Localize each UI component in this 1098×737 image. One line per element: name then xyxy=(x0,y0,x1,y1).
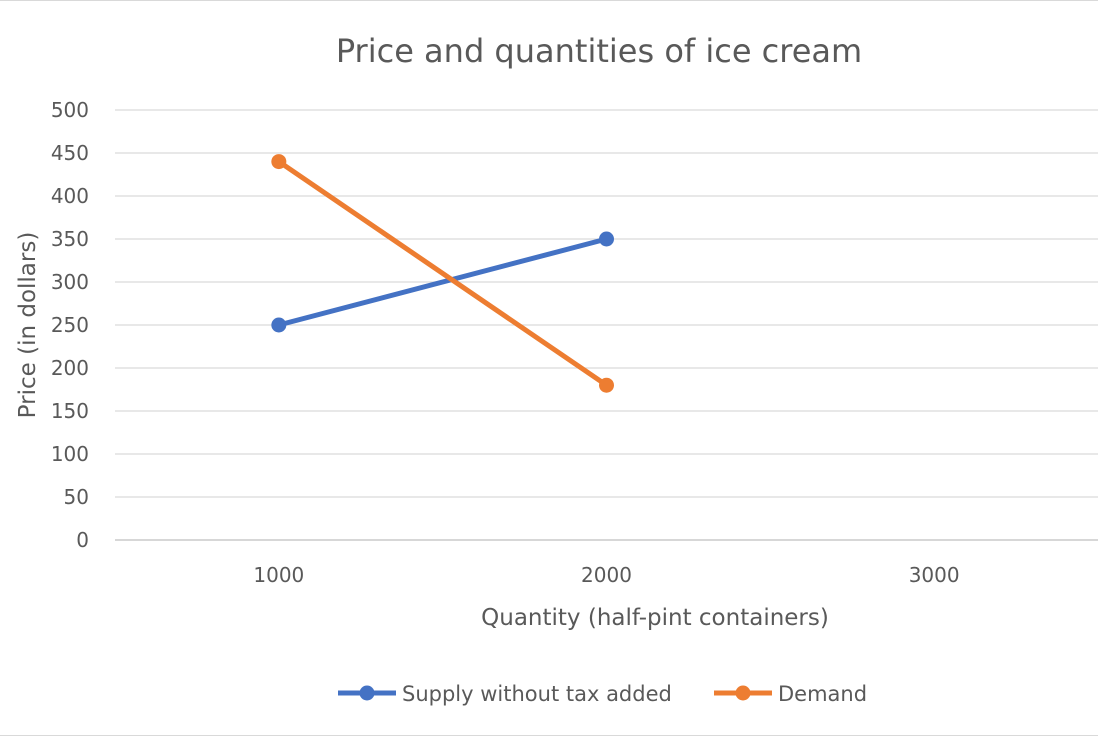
legend-item: Supply without tax added xyxy=(338,682,672,706)
series-line xyxy=(276,159,609,388)
x-tick-label: 3000 xyxy=(909,563,960,587)
data-point xyxy=(271,317,287,333)
legend-label: Supply without tax added xyxy=(402,682,672,706)
y-tick-label: 350 xyxy=(51,227,89,251)
legend-label: Demand xyxy=(778,682,867,706)
series-group xyxy=(271,231,614,333)
series-layer xyxy=(271,154,614,393)
series-group xyxy=(271,154,614,393)
legend-point-marker xyxy=(735,685,751,701)
y-tick-label: 450 xyxy=(51,141,89,165)
y-tick-label: 100 xyxy=(51,442,89,466)
y-tick-label: 300 xyxy=(51,270,89,294)
series-line xyxy=(276,236,609,328)
data-point xyxy=(271,154,287,170)
legend-item: Demand xyxy=(714,682,867,706)
legend: Supply without tax added Demand xyxy=(338,682,867,706)
x-tick-label: 2000 xyxy=(581,563,632,587)
y-tick-label: 50 xyxy=(64,485,89,509)
y-tick-label: 250 xyxy=(51,313,89,337)
y-tick-label: 400 xyxy=(51,184,89,208)
x-axis-tick-labels: 1000 2000 3000 xyxy=(253,563,959,587)
y-axis-tick-labels: 0 50 100 150 200 250 300 350 400 450 500 xyxy=(51,98,89,552)
x-axis-title: Quantity (half-pint containers) xyxy=(481,605,829,631)
y-axis-title: Price (in dollars) xyxy=(15,232,41,419)
chart-title: Price and quantities of ice cream xyxy=(336,32,862,70)
y-tick-label: 0 xyxy=(76,528,89,552)
legend-point-marker xyxy=(359,685,375,701)
grid-layer xyxy=(115,109,1098,541)
data-point xyxy=(599,377,614,393)
x-tick-label: 1000 xyxy=(253,563,304,587)
y-tick-label: 500 xyxy=(51,98,89,122)
y-tick-label: 150 xyxy=(51,399,89,423)
data-point xyxy=(599,231,614,247)
y-tick-label: 200 xyxy=(51,356,89,380)
